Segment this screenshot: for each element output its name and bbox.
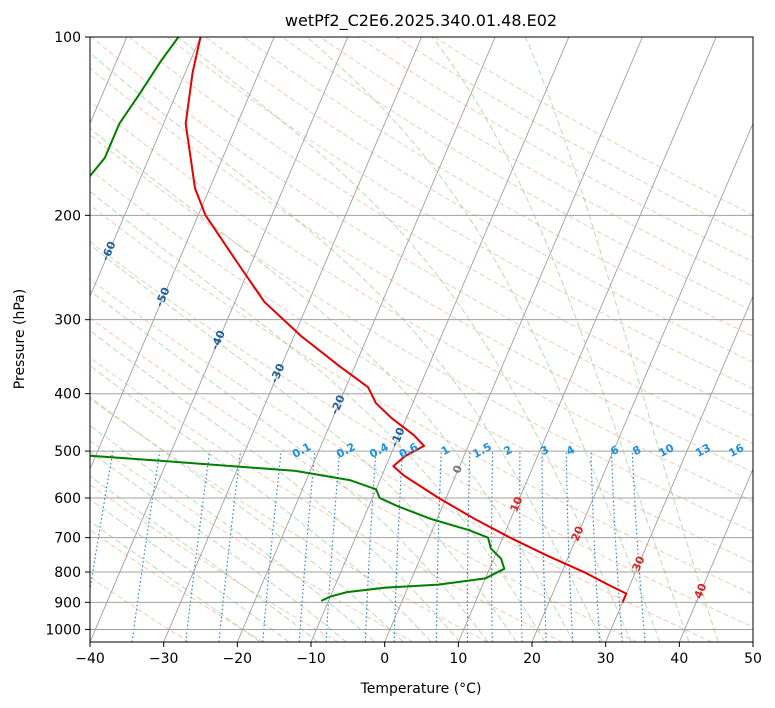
dry-adiabat xyxy=(90,67,753,473)
dewpoint-profile xyxy=(90,37,506,602)
isotherm xyxy=(90,37,349,642)
dry-adiabat xyxy=(90,356,563,642)
isotherm xyxy=(310,37,570,642)
isotherm-label: 10 xyxy=(508,494,526,513)
x-tick-label: 40 xyxy=(670,651,688,667)
temperature-profile xyxy=(184,37,628,603)
isotherm-label: 40 xyxy=(692,581,710,600)
isotherm xyxy=(384,37,643,642)
moist-adiabat xyxy=(90,396,404,642)
y-tick-label: 500 xyxy=(54,444,81,460)
moist-adiabat xyxy=(90,127,575,642)
moist-adiabat xyxy=(90,190,546,642)
mixing-ratio-label: 13 xyxy=(693,441,713,460)
moist-adiabat xyxy=(90,424,376,642)
y-tick-label: 400 xyxy=(54,387,81,403)
x-tick-label: 50 xyxy=(744,651,762,667)
moist-adiabat xyxy=(90,244,517,642)
mixing-ratio-line xyxy=(185,451,211,642)
dry-adiabat xyxy=(90,241,753,628)
isotherm xyxy=(236,37,496,642)
y-tick-label: 600 xyxy=(54,491,81,507)
x-tick-label: 20 xyxy=(523,651,541,667)
moist-adiabat xyxy=(90,329,461,642)
chart-title: wetPf2_C2E6.2025.340.01.48.E02 xyxy=(285,11,557,31)
dry-adiabat xyxy=(167,37,753,390)
dry-adiabat xyxy=(90,204,753,595)
isotherm xyxy=(163,37,422,642)
isotherm-label: -80 xyxy=(0,142,13,166)
isotherm xyxy=(90,37,275,471)
y-axis-label: Pressure (hPa) xyxy=(12,289,28,389)
x-tick-label: −40 xyxy=(75,651,105,667)
dry-adiabat xyxy=(90,529,264,642)
plot-background xyxy=(90,37,753,642)
profiles xyxy=(90,37,628,603)
mixing-ratio-line xyxy=(262,451,282,642)
moist-adiabat xyxy=(90,52,603,642)
moist-adiabat xyxy=(90,475,319,642)
isotherm xyxy=(90,37,201,298)
x-tick-label: 10 xyxy=(449,651,467,667)
y-tick-label: 1000 xyxy=(45,622,81,638)
moist-adiabat xyxy=(90,520,261,642)
moist-adiabats xyxy=(90,37,719,642)
y-tick-label: 100 xyxy=(54,30,81,46)
dry-adiabat xyxy=(90,134,753,533)
plot-frame xyxy=(89,36,754,643)
mixing-ratio-label: 20 xyxy=(752,441,772,460)
y-axis: 100 200 300 400 500 600 700 800 900 1000 xyxy=(45,30,90,638)
x-tick-label: −30 xyxy=(149,651,179,667)
moist-adiabat xyxy=(431,37,690,642)
mixing-ratio-line xyxy=(298,451,316,642)
x-axis: −40 −30 −20 −10 0 10 20 30 40 50 xyxy=(75,642,762,667)
isotherm xyxy=(531,122,753,642)
dry-adiabat xyxy=(90,397,488,642)
moist-adiabat xyxy=(90,365,432,642)
x-tick-label: −20 xyxy=(223,651,253,667)
isotherms xyxy=(90,37,753,642)
y-tick-label: 300 xyxy=(54,313,81,329)
mixing-ratio-label: 10 xyxy=(657,441,677,460)
isotherm xyxy=(605,295,753,642)
y-tick-label: 200 xyxy=(54,208,81,224)
isotherm-label: 30 xyxy=(630,554,648,573)
moist-adiabat xyxy=(177,37,632,642)
moist-adiabat xyxy=(525,37,719,642)
isobars xyxy=(90,37,753,630)
plot-area: -100-90-80-70-60-50-40-30-20-10010203040… xyxy=(0,37,772,642)
y-tick-label: 900 xyxy=(54,595,81,611)
mixing-ratio-label: 16 xyxy=(727,441,747,460)
x-tick-label: 0 xyxy=(380,651,389,667)
mixing-ratio-line xyxy=(218,451,242,642)
isotherm-label: 20 xyxy=(569,524,587,543)
isotherm xyxy=(678,467,753,642)
mixing-ratio-line xyxy=(90,451,114,594)
y-tick-label: 700 xyxy=(54,531,81,547)
isotherm xyxy=(457,37,717,642)
dry-adiabat xyxy=(90,100,753,503)
y-tick-label: 800 xyxy=(54,565,81,581)
dry-adiabat xyxy=(243,37,753,337)
dry-adiabat xyxy=(281,37,753,312)
isotherm xyxy=(752,640,753,642)
x-axis-label: Temperature (°C) xyxy=(360,681,482,697)
x-tick-label: 30 xyxy=(597,651,615,667)
moist-adiabat xyxy=(306,37,661,642)
dry-adiabat xyxy=(90,484,339,642)
moist-adiabat xyxy=(90,290,489,642)
moist-adiabat xyxy=(90,451,347,642)
x-tick-label: −10 xyxy=(296,651,326,667)
dry-adiabat xyxy=(205,37,753,363)
